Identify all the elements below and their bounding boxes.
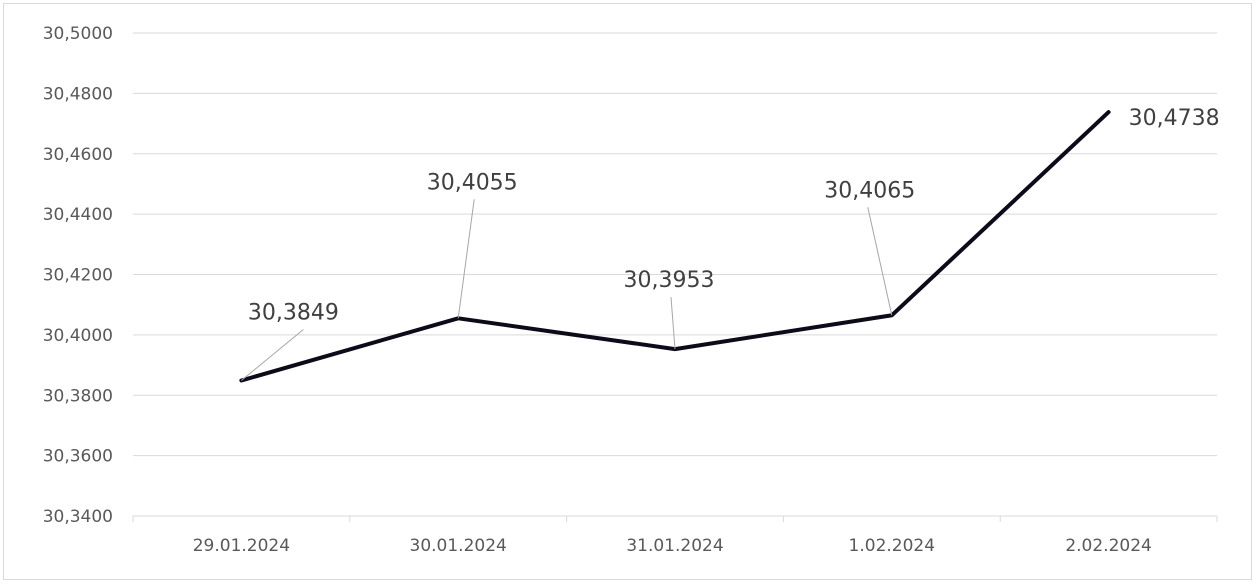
x-tick-label: 30.01.2024 <box>410 536 507 556</box>
x-tick-label: 2.02.2024 <box>1065 536 1152 556</box>
y-tick-label: 30,5000 <box>43 24 113 44</box>
y-tick-label: 30,4000 <box>43 326 113 346</box>
x-tick-label: 29.01.2024 <box>193 536 290 556</box>
leader-line <box>241 329 304 381</box>
leader-line <box>457 199 475 319</box>
y-tick-label: 30,3800 <box>43 386 113 406</box>
leader-line <box>867 207 893 316</box>
y-tick-label: 30,3400 <box>43 507 113 527</box>
y-tick-label: 30,3600 <box>43 447 113 467</box>
x-tick-label: 1.02.2024 <box>849 536 936 556</box>
data-label: 30,4055 <box>427 170 518 195</box>
data-label: 30,4738 <box>1129 106 1220 131</box>
y-tick-label: 30,4800 <box>43 84 113 104</box>
series-line <box>239 110 1111 383</box>
x-tick-label: 31.01.2024 <box>626 536 723 556</box>
data-label: 30,4065 <box>824 178 915 203</box>
data-label: 30,3849 <box>248 300 339 325</box>
data-label: 30,3953 <box>624 268 715 293</box>
chart-frame <box>3 3 1252 580</box>
y-tick-label: 30,4400 <box>43 205 113 225</box>
y-tick-label: 30,4600 <box>43 145 113 165</box>
leader-line <box>670 297 676 350</box>
y-tick-label: 30,4200 <box>43 266 113 286</box>
